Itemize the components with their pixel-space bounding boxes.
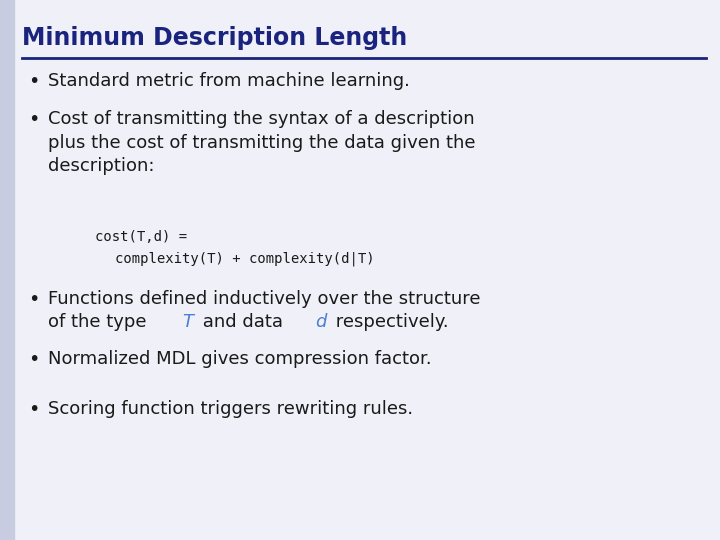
Text: and data: and data: [197, 313, 289, 332]
Text: Minimum Description Length: Minimum Description Length: [22, 26, 408, 50]
Text: Normalized MDL gives compression factor.: Normalized MDL gives compression factor.: [48, 350, 431, 368]
Text: respectively.: respectively.: [330, 313, 449, 332]
Text: •: •: [28, 350, 40, 369]
Text: cost(T,d) =: cost(T,d) =: [95, 230, 187, 244]
Text: d: d: [315, 313, 326, 332]
Text: Cost of transmitting the syntax of a description
plus the cost of transmitting t: Cost of transmitting the syntax of a des…: [48, 110, 475, 175]
Text: complexity(T) + complexity(d|T): complexity(T) + complexity(d|T): [115, 252, 374, 267]
Text: •: •: [28, 290, 40, 309]
Text: Scoring function triggers rewriting rules.: Scoring function triggers rewriting rule…: [48, 400, 413, 418]
Text: T: T: [182, 313, 194, 332]
Text: Standard metric from machine learning.: Standard metric from machine learning.: [48, 72, 410, 90]
Text: •: •: [28, 72, 40, 91]
Text: of the type: of the type: [48, 313, 152, 332]
Bar: [0, 0, 14, 540]
Text: •: •: [28, 400, 40, 419]
Text: Functions defined inductively over the structure: Functions defined inductively over the s…: [48, 290, 480, 308]
Text: •: •: [28, 110, 40, 129]
